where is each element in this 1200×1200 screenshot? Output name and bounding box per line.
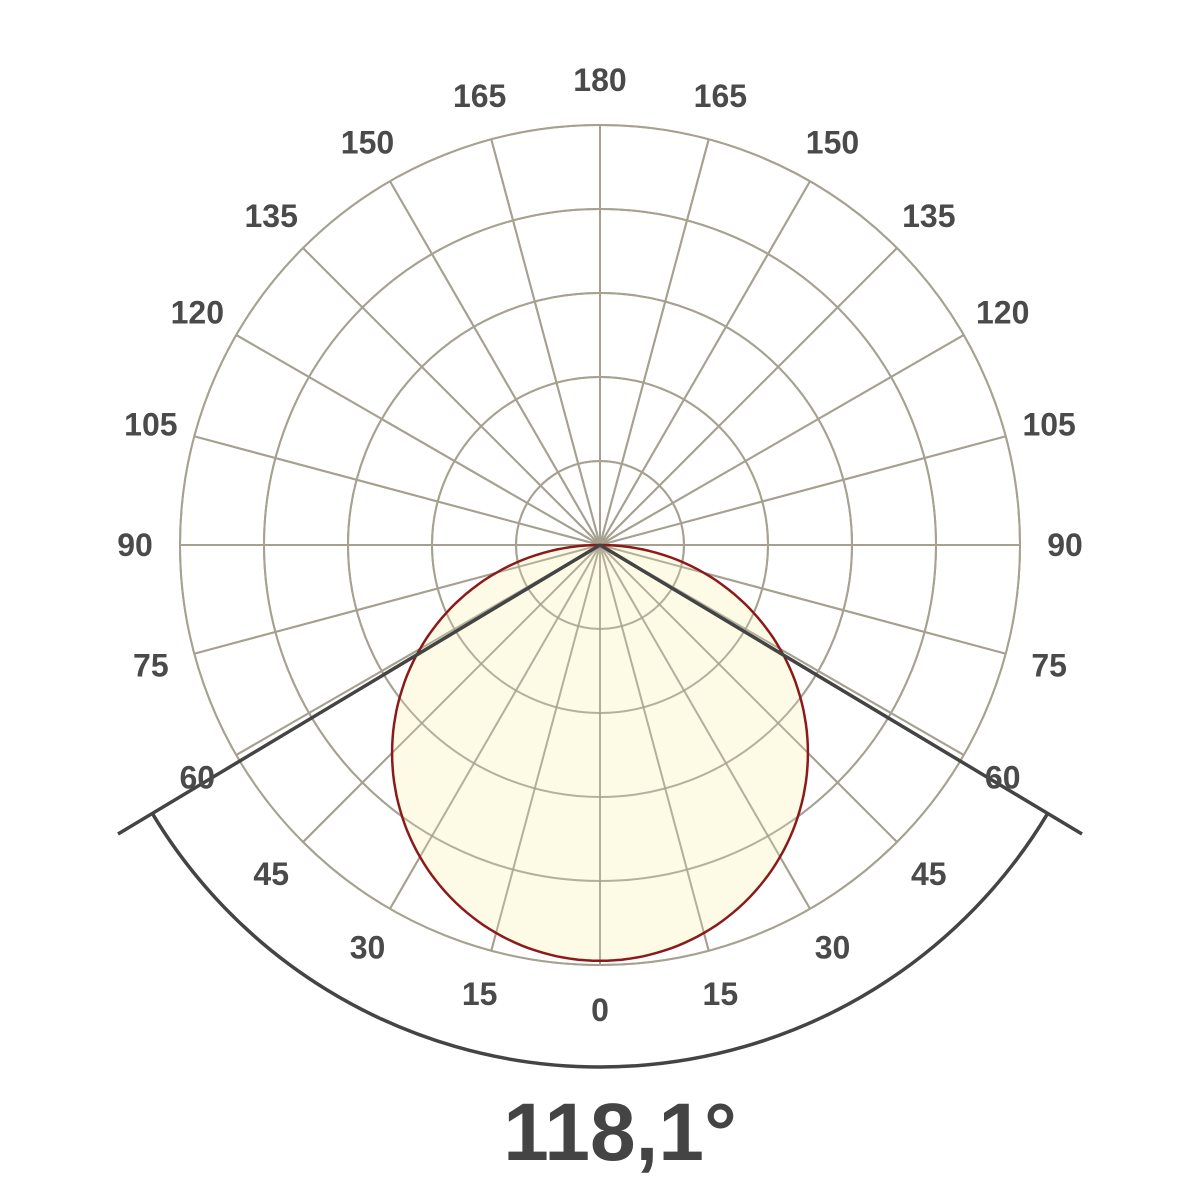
grid-spoke — [599, 180, 811, 546]
angle-label: 150 — [341, 124, 394, 160]
grid-spoke — [599, 544, 1006, 655]
angle-label: 105 — [124, 407, 177, 443]
grid-spoke — [599, 435, 1006, 546]
angle-label: 15 — [703, 976, 739, 1012]
angle-label: 30 — [350, 930, 386, 966]
angle-label: 90 — [1047, 527, 1083, 563]
angle-label: 60 — [985, 760, 1021, 796]
angle-label: 75 — [133, 647, 169, 683]
grid-spoke — [389, 180, 601, 546]
angle-label: 0 — [591, 992, 609, 1028]
grid-spoke — [490, 139, 601, 546]
angle-label: 45 — [253, 856, 289, 892]
grid-spoke — [302, 247, 601, 546]
polar-grid-overlay — [179, 124, 1021, 966]
beam-angle-arc — [150, 812, 1050, 1069]
angle-label: 30 — [815, 930, 851, 966]
grid-spoke — [302, 544, 601, 843]
grid-spoke — [599, 544, 710, 951]
grid-spoke — [235, 334, 601, 546]
angle-label: 15 — [462, 976, 498, 1012]
grid-spoke — [599, 247, 898, 546]
grid-spoke — [194, 435, 601, 546]
angle-label: 105 — [1022, 407, 1075, 443]
grid-spoke — [194, 544, 601, 655]
angle-label: 120 — [976, 295, 1029, 331]
angle-label: 90 — [117, 527, 153, 563]
angle-label: 165 — [694, 78, 747, 114]
angle-label: 165 — [453, 78, 506, 114]
grid-spoke — [389, 544, 601, 910]
angle-label: 180 — [573, 62, 626, 98]
angle-label: 135 — [245, 198, 298, 234]
beam-line-left — [117, 543, 601, 836]
grid-spoke — [599, 334, 965, 546]
angle-label: 150 — [806, 124, 859, 160]
angle-label: 75 — [1031, 647, 1067, 683]
grid-spoke — [599, 544, 811, 910]
angle-label: 120 — [171, 295, 224, 331]
angle-label: 60 — [180, 760, 216, 796]
beam-angle-value: 118,1° — [503, 1087, 736, 1178]
angle-label: 135 — [902, 198, 955, 234]
grid-spoke — [599, 544, 898, 843]
angle-label: 45 — [911, 856, 947, 892]
beam-angle-group — [117, 543, 1083, 1069]
beam-line-right — [599, 543, 1083, 836]
grid-spoke — [490, 544, 601, 951]
grid-spoke — [599, 139, 710, 546]
